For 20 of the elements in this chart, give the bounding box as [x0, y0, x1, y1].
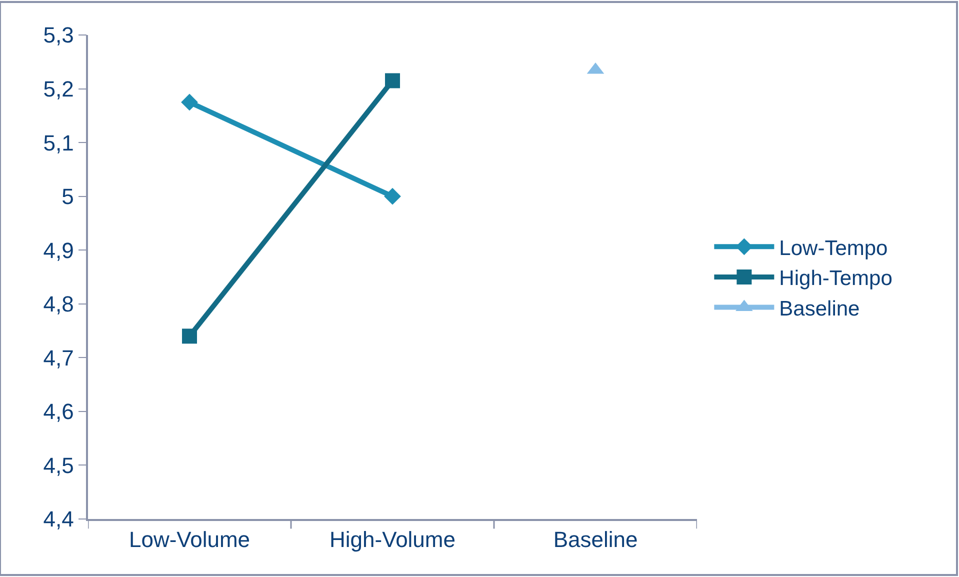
point	[385, 73, 400, 88]
y-tick-label: 5,2	[43, 76, 74, 102]
point	[181, 94, 198, 111]
legend-label: Low-Tempo	[779, 236, 888, 260]
x-tick-label: High-Volume	[330, 527, 456, 552]
x-tick-label: Baseline	[553, 527, 638, 552]
y-tick-label: 4,4	[43, 506, 74, 532]
y-tick-label: 5,1	[43, 130, 74, 156]
y-tick-label: 4,7	[43, 345, 74, 370]
point	[384, 188, 401, 205]
y-tick-label: 4,8	[43, 292, 74, 317]
y-tick-label: 4,6	[43, 399, 74, 424]
y-tick-label: 5	[62, 184, 74, 210]
point	[182, 328, 197, 344]
legend-label: High-Tempo	[779, 267, 892, 290]
x-tick-label: Low-Volume	[128, 527, 250, 552]
legend-label: Baseline	[779, 297, 860, 320]
y-tick-label: 5,3	[43, 22, 74, 48]
y-tick-label: 4,5	[43, 452, 74, 478]
y-tick-label: 4,9	[43, 238, 74, 263]
